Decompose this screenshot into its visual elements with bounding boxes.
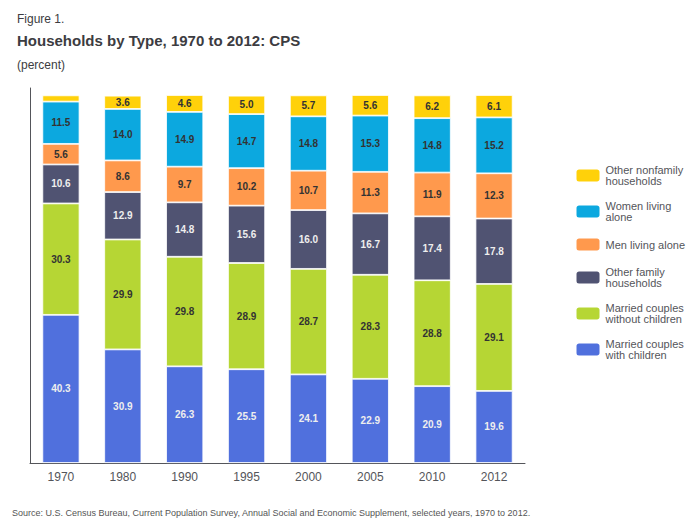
svg-text:20.9: 20.9 [422, 419, 442, 430]
svg-text:Source: U.S. Census Bureau, Cu: Source: U.S. Census Bureau, Current Popu… [12, 508, 530, 518]
svg-text:Women living: Women living [605, 200, 672, 212]
svg-text:2012: 2012 [481, 470, 508, 484]
svg-text:Men living alone: Men living alone [606, 239, 686, 251]
svg-text:14.8: 14.8 [175, 224, 195, 235]
svg-text:16.7: 16.7 [361, 239, 381, 250]
svg-text:9.7: 9.7 [178, 179, 192, 190]
svg-text:25.5: 25.5 [237, 411, 257, 422]
svg-text:Other nonfamily: Other nonfamily [605, 164, 684, 176]
svg-text:11.5: 11.5 [51, 117, 70, 128]
svg-text:10.7: 10.7 [299, 185, 319, 196]
svg-text:10.2: 10.2 [237, 181, 257, 192]
svg-text:28.8: 28.8 [422, 328, 442, 339]
svg-text:15.3: 15.3 [361, 138, 381, 149]
svg-text:40.3: 40.3 [51, 383, 71, 394]
svg-text:15.2: 15.2 [484, 140, 504, 151]
svg-text:19.6: 19.6 [484, 421, 504, 432]
svg-text:alone: alone [606, 211, 633, 223]
svg-text:Married couples: Married couples [605, 338, 684, 350]
svg-text:28.3: 28.3 [361, 321, 381, 332]
svg-text:2005: 2005 [357, 470, 384, 484]
svg-text:26.3: 26.3 [175, 409, 195, 420]
svg-text:Married couples: Married couples [605, 302, 684, 314]
svg-text:14.8: 14.8 [422, 140, 442, 151]
svg-text:8.6: 8.6 [116, 171, 130, 182]
svg-text:29.8: 29.8 [175, 306, 195, 317]
svg-text:Figure 1.: Figure 1. [17, 12, 64, 26]
svg-text:30.3: 30.3 [51, 254, 71, 265]
svg-text:30.9: 30.9 [113, 401, 133, 412]
svg-text:Other family: Other family [605, 266, 665, 278]
svg-text:5.0: 5.0 [240, 99, 254, 110]
svg-text:14.8: 14.8 [299, 138, 319, 149]
svg-text:Households by Type, 1970 to 20: Households by Type, 1970 to 2012: CPS [17, 32, 300, 49]
svg-text:11.9: 11.9 [423, 189, 442, 200]
svg-text:14.7: 14.7 [237, 136, 257, 147]
svg-text:without children: without children [605, 313, 682, 325]
svg-text:5.7: 5.7 [301, 100, 315, 111]
svg-text:6.2: 6.2 [425, 101, 439, 112]
svg-text:10.6: 10.6 [51, 178, 71, 189]
svg-text:12.9: 12.9 [113, 210, 133, 221]
svg-text:1990: 1990 [171, 470, 198, 484]
svg-text:2010: 2010 [419, 470, 446, 484]
svg-text:17.4: 17.4 [422, 243, 442, 254]
svg-text:28.9: 28.9 [237, 311, 257, 322]
svg-text:with children: with children [605, 349, 667, 361]
svg-text:11.3: 11.3 [361, 187, 380, 198]
svg-text:14.9: 14.9 [175, 134, 195, 145]
svg-text:1980: 1980 [109, 470, 136, 484]
svg-text:1970: 1970 [48, 470, 75, 484]
svg-text:22.9: 22.9 [361, 415, 381, 426]
svg-text:1995: 1995 [233, 470, 260, 484]
svg-text:28.7: 28.7 [299, 316, 319, 327]
svg-text:5.6: 5.6 [54, 149, 68, 160]
svg-text:(percent): (percent) [17, 58, 65, 72]
svg-text:17.8: 17.8 [484, 246, 504, 257]
svg-text:24.1: 24.1 [299, 413, 319, 424]
svg-text:12.3: 12.3 [484, 190, 504, 201]
svg-text:5.6: 5.6 [363, 100, 377, 111]
svg-text:14.0: 14.0 [113, 129, 133, 140]
svg-text:households: households [606, 277, 663, 289]
svg-text:29.1: 29.1 [484, 332, 504, 343]
svg-text:4.6: 4.6 [178, 98, 192, 109]
svg-text:2000: 2000 [295, 470, 322, 484]
svg-text:29.9: 29.9 [113, 289, 133, 300]
svg-text:15.6: 15.6 [237, 229, 257, 240]
svg-text:6.1: 6.1 [487, 101, 501, 112]
svg-text:3.6: 3.6 [116, 97, 130, 108]
svg-text:16.0: 16.0 [299, 234, 319, 245]
svg-text:households: households [606, 175, 663, 187]
